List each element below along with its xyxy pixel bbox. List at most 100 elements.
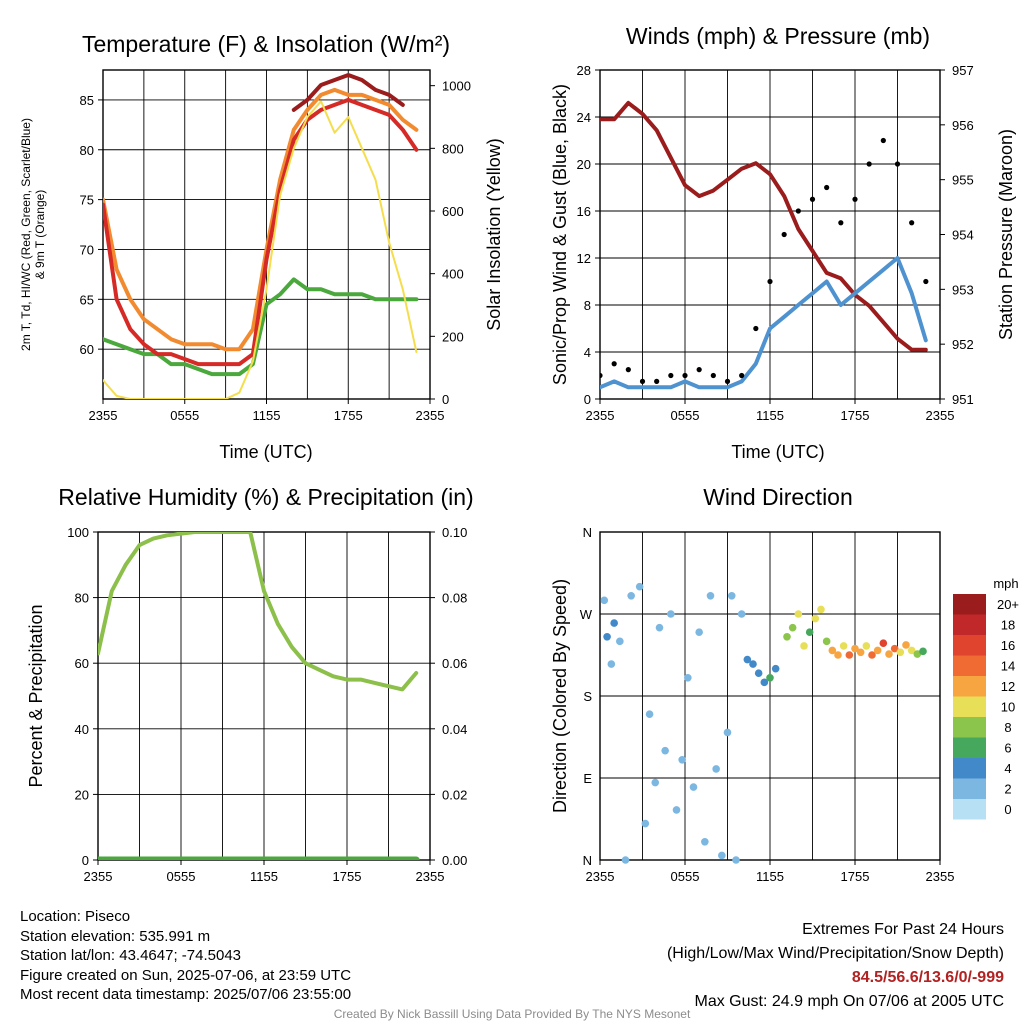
gust-point [923,278,929,285]
direction-point [817,605,825,614]
direction-point [913,650,922,658]
y-axis-label-line: 2m T, Td, HI/WC (Red, Green, Scarlet/Blu… [19,118,33,351]
y-axis-label-left: Direction (Colored By Speed) [550,579,570,813]
colorbar-swatch [953,758,986,779]
colorbar-label: 18 [1001,618,1015,633]
y-tick-label-right: 200 [442,329,464,344]
y-tick-label-right: 0.04 [442,722,467,737]
x-tick-label: 1155 [253,408,281,423]
y-tick-label: 20 [75,787,89,802]
colorbar-swatch [953,737,986,758]
colorbar-label: 6 [1004,741,1011,756]
gust-point [639,378,646,384]
direction-point [701,837,709,846]
gust-point [753,325,759,332]
direction-point [919,647,927,656]
direction-point [896,648,905,657]
direction-point [822,637,831,646]
y-tick-label: 80 [80,143,94,158]
direction-point [723,728,732,737]
x-tick-label: 1755 [334,408,363,423]
y-tick-label: E [583,771,592,786]
direction-point [879,639,888,647]
series-line-wind [600,256,928,390]
y-tick-label: N [583,853,592,868]
direction-point [805,628,814,637]
gust-point [767,278,773,285]
x-tick-label: 2355 [84,869,113,884]
station-elevation: Station elevation: 535.991 m [20,927,211,945]
direction-point [667,610,675,618]
colorbar-swatch [953,594,986,615]
y-axis-label-right: Station Pressure (Maroon) [996,129,1016,340]
direction-point [794,610,803,618]
station-location: Location: Piseco [20,908,131,925]
gust-point [909,220,915,226]
direction-point [737,610,746,618]
colorbar-swatch [953,717,986,738]
x-axis-label: Time (UTC) [219,442,312,462]
x-tick-label: 2355 [926,869,955,884]
y-tick-label-right: 956 [952,118,974,133]
direction-point [706,591,715,600]
panel-temperature: Temperature (F) & Insolation (W/m²)2355 0… [19,31,504,462]
direction-point [610,619,618,627]
direction-point [754,669,763,678]
y-axis-label-line: & 9m T (Orange) [33,190,47,280]
direction-point [873,646,882,655]
direction-point [645,710,654,719]
y-tick-label: N [583,525,592,540]
y-tick-label: 4 [584,345,591,360]
direction-point [695,628,703,637]
direction-point [600,596,609,605]
direction-point [718,851,726,860]
direction-point [607,660,616,668]
direction-point [868,651,876,659]
x-tick-label: 0555 [170,408,199,423]
y-tick-label: S [583,689,592,704]
direction-point [641,819,650,828]
extremes-legend: (High/Low/Max Wind/Precipitation/Snow De… [666,945,1004,962]
direction-point [890,644,899,653]
y-tick-label: 100 [67,525,89,540]
direction-point [856,648,865,657]
x-tick-label: 2355 [416,869,445,884]
y-tick-label: 80 [75,591,89,606]
y-tick-label: 65 [80,292,94,307]
direction-point [839,642,848,650]
direction-point [800,642,808,650]
colorbar-label: 12 [1001,679,1015,694]
x-tick-label: 2355 [89,408,118,423]
x-tick-label: 0555 [671,408,700,423]
y-tick-label-right: 0.02 [442,787,467,802]
gust-point [611,361,617,367]
y-tick-label-right: 955 [952,173,974,188]
y-tick-label: 40 [75,722,89,737]
y-tick-label-right: 0.06 [442,656,467,671]
gust-point [838,220,844,226]
y-axis-label-right: Solar Insolation (Yellow) [484,138,504,330]
direction-point [616,637,624,646]
gust-point [880,137,886,144]
y-tick-label: 24 [577,110,591,125]
direction-point [834,651,842,659]
max-gust: Max Gust: 24.9 mph On 07/06 at 2005 UTC [694,993,1005,1010]
credit-line: Created By Nick Bassill Using Data Provi… [333,1007,691,1021]
colorbar-label: 2 [1004,782,1011,797]
colorbar-label: 4 [1004,761,1011,776]
y-tick-label: 12 [577,251,591,266]
y-tick-label-right: 953 [952,282,974,297]
direction-point [811,614,820,623]
series-line-pressure [600,100,928,352]
x-tick-label: 1155 [250,869,278,884]
direction-point [655,623,664,632]
most-recent-timestamp: Most recent data timestamp: 2025/07/06 2… [20,986,352,1003]
gust-point [852,196,858,202]
x-tick-label: 1755 [333,869,362,884]
direction-point [627,591,635,600]
y-tick-label-right: 1000 [442,79,471,94]
x-tick-label: 1155 [756,869,784,884]
gust-point [600,372,603,379]
y-tick-label-right: 954 [952,228,974,243]
